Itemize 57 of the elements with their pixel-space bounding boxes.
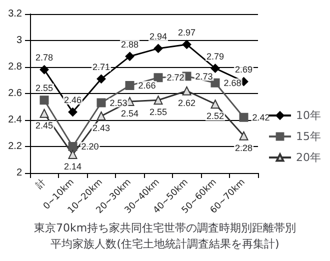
data-label: 2.52 [206, 111, 224, 122]
point [239, 112, 248, 122]
point [154, 73, 163, 82]
y-tick-label: 2.8 [8, 62, 22, 72]
point [68, 150, 78, 159]
x-tick-label: 計 [34, 176, 48, 191]
data-label: 2.43 [92, 123, 110, 134]
data-label: 2.73 [195, 71, 213, 82]
data-label: 2.53 [110, 98, 128, 108]
y-tick-label: 2.6 [8, 88, 22, 99]
data-label: 2.88 [120, 39, 139, 50]
point [96, 74, 106, 84]
point [154, 44, 163, 53]
data-label: 2.54 [120, 108, 139, 118]
data-label: 2.66 [138, 80, 156, 91]
data-label: 2.14 [64, 161, 82, 172]
point [96, 112, 106, 121]
text: 東京70km持ち家共同住宅世帯の調査時期別距離帯別平均家族人数(住宅土地統計調査結果を再集計) [34, 222, 296, 250]
y-tick-label: 3.2 [8, 8, 22, 20]
point [182, 40, 192, 49]
point [125, 81, 134, 90]
y-tick-label: 2 [16, 168, 22, 178]
point [239, 131, 248, 140]
point [154, 96, 163, 105]
point [96, 98, 106, 108]
data-label: 2.28 [234, 142, 253, 153]
data-label: 2.94 [149, 31, 168, 42]
point [210, 100, 220, 109]
data-label: 2.42 [252, 112, 270, 122]
data-label: 2.45 [35, 120, 54, 130]
data-label: 2.71 [92, 62, 110, 72]
data-label: 2.20 [81, 142, 99, 152]
point [68, 142, 78, 151]
point [210, 64, 220, 73]
legend-label: 10年 [296, 109, 322, 122]
data-label: 2.79 [206, 51, 224, 62]
data-label: 2.69 [234, 64, 253, 75]
point [40, 96, 49, 105]
point [125, 52, 134, 61]
y-tick-label: 3 [16, 35, 22, 46]
legend-label: 15年 [296, 130, 322, 143]
data-label: 2.78 [35, 52, 54, 63]
data-label: 2.55 [149, 107, 168, 118]
y-tick-label: 2.2 [8, 141, 22, 152]
data-label: 2.46 [64, 95, 82, 106]
point [40, 65, 49, 74]
point [68, 108, 78, 117]
point [210, 78, 220, 88]
point [40, 108, 49, 118]
data-label: 2.72 [166, 72, 184, 83]
data-label: 2.62 [178, 98, 196, 108]
y-tick-label: 2.4 [8, 114, 22, 126]
data-label: 2.55 [35, 83, 54, 94]
point [182, 86, 192, 96]
data-label: 2.97 [178, 27, 196, 38]
legend-label: 20年 [296, 151, 322, 164]
data-label: 2.68 [224, 78, 242, 88]
